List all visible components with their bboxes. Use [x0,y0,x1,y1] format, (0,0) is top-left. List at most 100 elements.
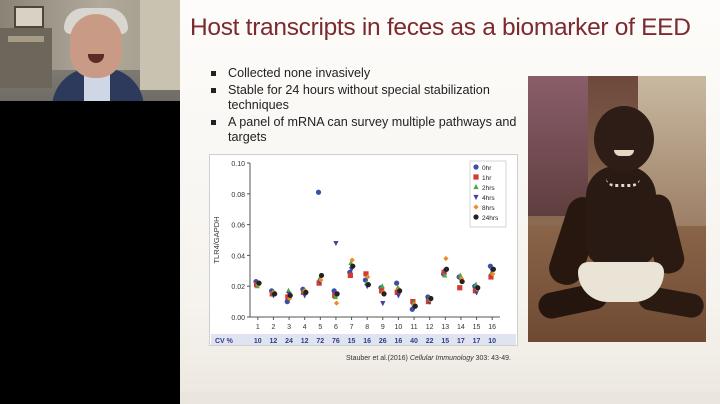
x-tick-label: 9 [381,324,385,331]
data-point-1hr [316,280,322,286]
data-point-24hrs [412,303,418,309]
data-point-24hrs [318,272,325,279]
x-tick-label: 14 [457,324,465,331]
x-tick-label: 6 [334,324,338,331]
data-point-24hrs [272,291,278,297]
citation-volume: 303: 43-49. [473,355,512,362]
citation-authors: Stauber et al.(2016) [346,355,410,362]
legend-marker [473,204,479,210]
cv-value: 10 [488,338,496,345]
data-point-1hr [488,274,494,280]
x-tick-label: 15 [473,324,481,331]
data-point-0hr [394,280,400,286]
legend-marker [473,214,479,220]
cv-value: 72 [316,338,324,345]
cv-value: 26 [379,338,387,345]
cv-value: 16 [363,338,371,345]
webcam-sidebar-background [0,101,180,404]
cv-value: 17 [473,338,481,345]
data-point-24hrs [350,263,356,269]
slide-title: Host transcripts in feces as a biomarker… [190,14,691,41]
y-tick-label: 0.00 [231,315,245,322]
data-point-24hrs [381,291,387,297]
legend-label: 2hrs [482,185,495,192]
legend-label: 24hrs [482,215,499,222]
cv-value: 15 [348,338,356,345]
bullet-item: Stable for 24 hours without special stab… [210,83,530,113]
cv-value: 17 [457,338,465,345]
x-tick-label: 8 [365,324,369,331]
data-point-24hrs [287,292,293,299]
data-point-8hrs [490,271,496,277]
x-tick-label: 3 [287,324,291,331]
data-point-24hrs [490,266,496,272]
x-tick-label: 16 [488,324,496,331]
data-point-0hr [284,299,290,305]
x-tick-label: 4 [303,324,307,331]
data-point-4hrs [395,293,402,299]
x-tick-label: 7 [350,324,354,331]
bullet-list: Collected none invasively Stable for 24 … [210,66,530,147]
data-point-1hr [379,288,385,294]
cv-value: 12 [301,338,309,345]
x-tick-label: 13 [441,324,449,331]
x-tick-label: 10 [395,324,403,331]
data-point-24hrs [303,289,309,295]
y-tick-label: 0.08 [231,192,245,199]
x-tick-label: 1 [256,324,260,331]
data-point-1hr [285,294,291,300]
data-point-4hrs [380,301,386,307]
x-tick-label: 2 [271,324,275,331]
legend-marker [473,194,479,201]
data-point-2hrs [442,272,448,278]
cv-value: 10 [254,338,262,345]
cv-value: 40 [410,338,418,345]
data-point-24hrs [428,295,434,302]
scatter-chart: 0.10 0.08 0.06 0.04 0.02 0.00 TLR4/GAPDH 1 2 3 4 5 6… [209,154,518,346]
cv-value: 76 [332,338,340,345]
data-point-4hrs [473,290,480,296]
data-point-1hr [363,271,369,277]
cv-value: 15 [441,338,449,345]
cv-row-label: CV % [215,338,234,345]
data-point-24hrs [334,291,340,297]
data-point-0hr [315,189,322,195]
legend-label: 8hrs [482,205,495,212]
x-tick-label: 11 [410,324,417,331]
y-tick-label: 0.06 [231,223,245,230]
data-point-8hrs [458,275,465,282]
data-point-24hrs [475,285,481,291]
data-point-24hrs [365,282,371,288]
data-point-2hrs [332,293,338,300]
data-point-4hrs [333,240,339,247]
legend-label: 1hr [482,175,492,182]
data-point-8hrs [333,300,340,306]
data-point-2hrs [379,283,385,289]
citation-journal: Cellular Immunology [409,355,474,362]
child-photo [528,76,706,342]
y-tick-label: 0.04 [231,253,245,260]
bullet-item: Collected none invasively [210,66,530,81]
data-point-1hr [347,272,353,279]
cv-value: 16 [395,338,403,345]
data-point-24hrs [256,280,262,286]
data-point-8hrs [443,255,449,262]
presentation-slide: Host transcripts in feces as a biomarker… [180,0,720,404]
y-tick-label: 0.10 [231,161,245,168]
cv-value: 12 [270,338,278,345]
bullet-item: A panel of mRNA can survey multiple path… [210,115,530,145]
cv-value: 22 [426,338,434,345]
cv-row-background [211,334,516,346]
legend-marker [473,174,479,180]
x-tick-label: 12 [426,324,434,331]
data-point-1hr [457,285,463,291]
data-point-2hrs [285,287,292,293]
y-tick-label: 0.02 [231,284,245,291]
slide-bottom-strip [180,392,720,404]
x-tick-label: 5 [318,324,322,331]
data-point-24hrs [443,266,450,272]
cv-value: 24 [285,338,293,345]
citation: Stauber et al.(2016) Cellular Immunology… [346,355,511,362]
data-point-1hr [394,289,400,295]
